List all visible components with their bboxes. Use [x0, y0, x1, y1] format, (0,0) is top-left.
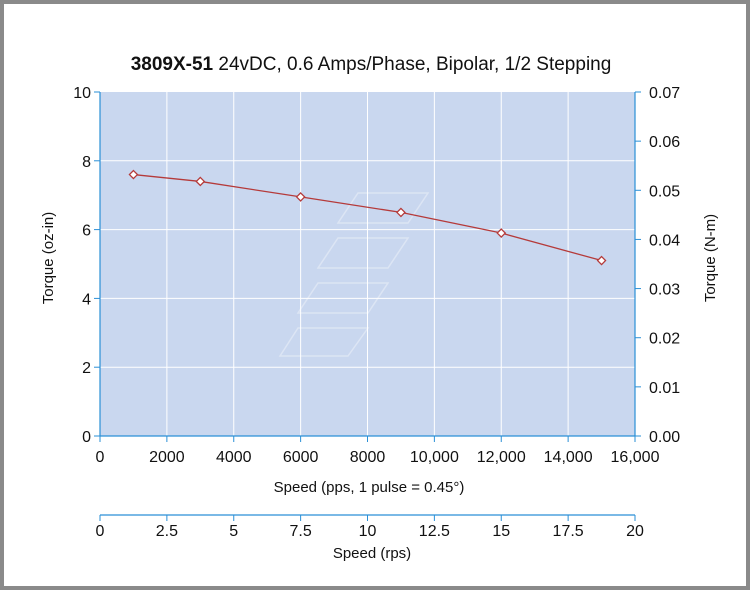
y-tick-label: 2 — [82, 360, 91, 377]
y-tick-label: 0 — [82, 429, 91, 446]
grid-lines — [100, 92, 635, 436]
watermark-logo — [278, 192, 430, 357]
data-point — [128, 169, 139, 180]
y-tick-label: 8 — [82, 154, 91, 171]
x2-tick-label: 10 — [359, 523, 377, 540]
tick-labels: 0 2 4 6 8 10 0.00 0.01 0.02 0.03 0.04 0.05 0.06 0.07 0… — [73, 85, 680, 540]
x2-tick-label: 7.5 — [290, 523, 312, 540]
chart-title: 3809X-51 24vDC, 0.6 Amps/Phase, Bipolar,… — [131, 54, 612, 75]
y2-tick-label: 0.06 — [649, 134, 680, 151]
y-tick-label: 6 — [82, 223, 91, 240]
x2-tick-label: 2.5 — [156, 523, 178, 540]
y-tick-label: 4 — [82, 291, 91, 308]
axes — [94, 91, 641, 521]
x2-tick-label: 17.5 — [553, 523, 584, 540]
x-tick-label: 0 — [96, 449, 105, 466]
x2-tick-label: 12.5 — [419, 523, 450, 540]
watermark-shape — [278, 192, 430, 357]
y2-tick-label: 0.00 — [649, 429, 680, 446]
x2-tick-label: 20 — [626, 523, 644, 540]
series-line — [133, 173, 602, 262]
chart-title-details: 24vDC, 0.6 Amps/Phase, Bipolar, 1/2 Step… — [213, 54, 611, 75]
y2-tick-label: 0.07 — [649, 85, 680, 102]
data-point — [496, 228, 507, 238]
y2-tick-label: 0.02 — [649, 331, 680, 348]
x-tick-label: 2000 — [149, 449, 185, 466]
data-point — [596, 255, 607, 266]
x2-tick-label: 5 — [229, 523, 238, 540]
y-axis-label-right: Torque (N-m) — [702, 214, 719, 302]
x-tick-label: 8000 — [350, 449, 386, 466]
x-tick-label: 12,000 — [477, 449, 526, 466]
x2-axis-label: Speed (rps) — [333, 545, 411, 562]
series-layer — [128, 169, 607, 266]
x-tick-label: 6000 — [283, 449, 319, 466]
data-point — [195, 176, 206, 187]
x2-tick-label: 0 — [96, 523, 105, 540]
x-tick-label: 4000 — [216, 449, 252, 466]
x-tick-label: 10,000 — [410, 449, 459, 466]
chart-title-model: 3809X-51 — [131, 54, 214, 75]
y2-tick-label: 0.01 — [649, 380, 680, 397]
y-tick-label: 10 — [73, 85, 91, 102]
data-point — [295, 192, 306, 202]
x-axis-label: Speed (pps, 1 pulse = 0.45°) — [274, 479, 465, 496]
x-tick-label: 14,000 — [544, 449, 593, 466]
y2-tick-label: 0.03 — [649, 282, 680, 299]
x2-tick-label: 15 — [492, 523, 510, 540]
y-axis-label-left: Torque (oz-in) — [40, 212, 57, 305]
x-tick-label: 16,000 — [611, 449, 660, 466]
y2-tick-label: 0.05 — [649, 183, 680, 200]
y2-tick-label: 0.04 — [649, 232, 680, 249]
chart-svg: 3809X-51 24vDC, 0.6 Amps/Phase, Bipolar,… — [40, 54, 719, 562]
data-point — [396, 207, 406, 218]
